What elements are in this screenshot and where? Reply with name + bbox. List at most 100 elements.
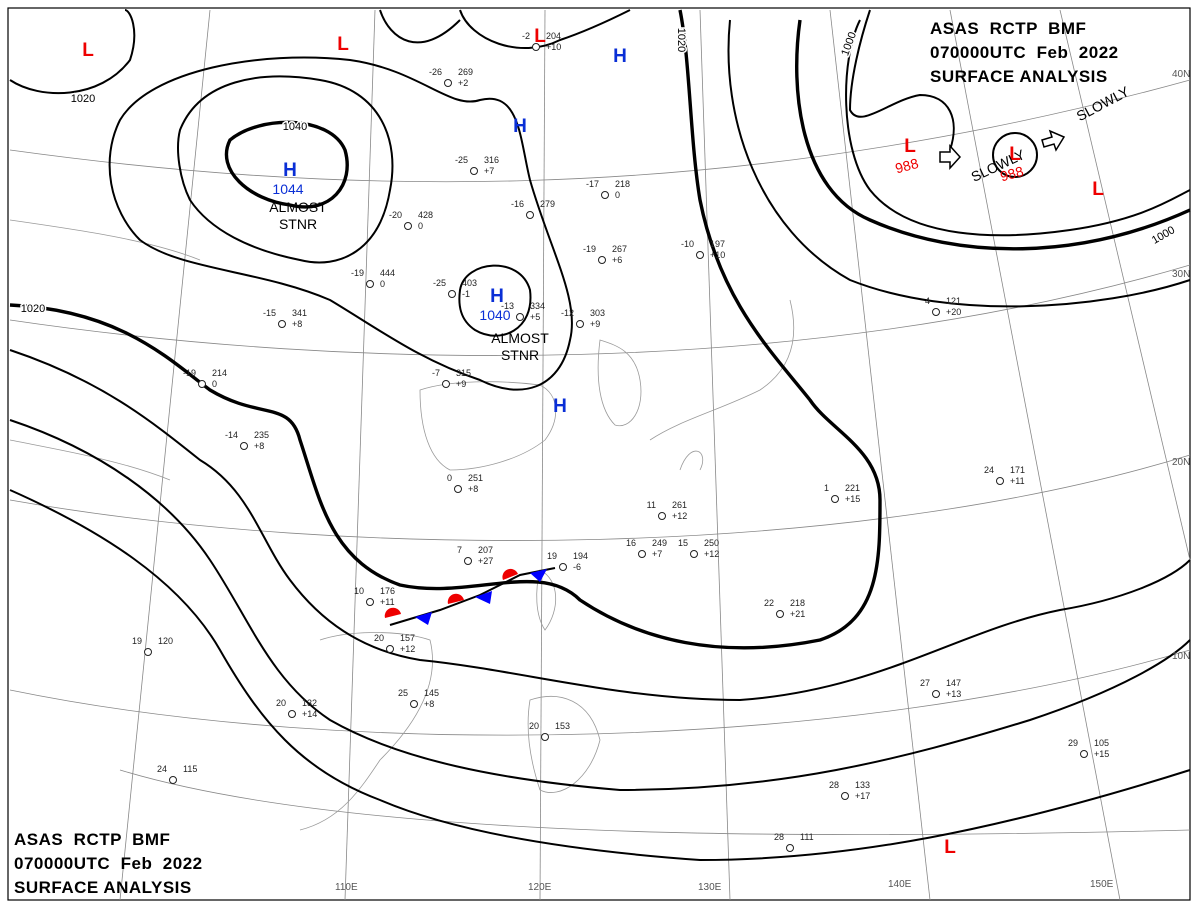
station-temperature: -7 <box>432 368 440 378</box>
station-pressure: 251 <box>468 473 483 483</box>
station-marker <box>658 512 666 520</box>
station-temperature: 0 <box>447 473 452 483</box>
station-tendency: +8 <box>292 319 302 329</box>
station-pressure: 279 <box>540 199 555 209</box>
station-pressure: 428 <box>418 210 433 220</box>
station-tendency: +10 <box>710 250 725 260</box>
annotation: STNR <box>279 216 317 232</box>
longitude-label: 140E <box>888 879 912 890</box>
station-pressure: 194 <box>573 551 588 561</box>
station-marker <box>169 776 177 784</box>
station-temperature: 1 <box>824 483 829 493</box>
station-pressure: 235 <box>254 430 269 440</box>
station-pressure: 105 <box>1094 738 1109 748</box>
low-center: L <box>944 837 956 858</box>
header-line: SURFACE ANALYSIS <box>14 878 192 897</box>
station-marker <box>601 191 609 199</box>
station-marker <box>442 380 450 388</box>
station-tendency: +14 <box>302 709 317 719</box>
station-marker <box>559 563 567 571</box>
station-marker <box>638 550 646 558</box>
station-marker <box>690 550 698 558</box>
station-tendency: +6 <box>612 255 622 265</box>
station-temperature: -20 <box>389 210 402 220</box>
station-pressure: 207 <box>478 545 493 555</box>
station-tendency: +15 <box>845 494 860 504</box>
header-line: ASAS RCTP BMF <box>14 830 170 849</box>
low-center: L <box>904 136 916 157</box>
high-center: H <box>490 286 504 307</box>
station-marker <box>696 251 704 259</box>
longitude-label: 150E <box>1090 879 1114 890</box>
station-tendency: +12 <box>672 511 687 521</box>
station-temperature: -14 <box>225 430 238 440</box>
central-pressure: 1044 <box>272 181 303 197</box>
station-marker <box>454 485 462 493</box>
station-pressure: 115 <box>183 764 197 774</box>
central-pressure: 1040 <box>479 307 510 323</box>
station-pressure: 204 <box>546 31 561 41</box>
latitude-label: 40N <box>1172 69 1190 80</box>
low-center: L <box>82 40 94 61</box>
header-line: ASAS RCTP BMF <box>930 19 1086 38</box>
station-temperature: 4 <box>925 296 930 306</box>
station-marker <box>448 290 456 298</box>
station-temperature: 22 <box>764 598 774 608</box>
low-center: L <box>1009 144 1021 165</box>
station-temperature: -17 <box>586 179 599 189</box>
station-pressure: 269 <box>458 67 473 77</box>
station-tendency: +21 <box>790 609 805 619</box>
station-pressure: 218 <box>615 179 630 189</box>
station-pressure: 145 <box>424 688 439 698</box>
station-marker <box>288 710 296 718</box>
station-marker <box>464 557 472 565</box>
header-line: SURFACE ANALYSIS <box>930 67 1108 86</box>
station-tendency: 0 <box>615 190 620 200</box>
station-temperature: 10 <box>354 586 364 596</box>
station-temperature: 24 <box>157 764 167 774</box>
station-temperature: 25 <box>398 688 408 698</box>
station-pressure: 303 <box>590 308 605 318</box>
annotation: ALMOST <box>491 330 549 346</box>
station-tendency: +8 <box>254 441 264 451</box>
station-marker <box>841 792 849 800</box>
high-center: H <box>613 46 627 67</box>
station-marker <box>776 610 784 618</box>
station-pressure: 315 <box>456 368 471 378</box>
station-marker <box>532 43 540 51</box>
station-marker <box>932 308 940 316</box>
motion-arrows <box>939 129 1066 170</box>
station-temperature: 11 <box>647 500 656 510</box>
station-pressure: 176 <box>380 586 395 596</box>
station-pressure: 133 <box>855 780 870 790</box>
longitude-label: 130E <box>698 882 722 893</box>
station-pressure: 197 <box>710 239 725 249</box>
station-pressure: 153 <box>555 721 570 731</box>
station-marker <box>366 280 374 288</box>
station-marker <box>831 495 839 503</box>
station-temperature: -13 <box>501 301 514 311</box>
station-marker <box>516 313 524 321</box>
station-tendency: -6 <box>573 562 581 572</box>
station-marker <box>366 598 374 606</box>
station-pressure: 267 <box>612 244 627 254</box>
station-temperature: 20 <box>276 698 286 708</box>
station-tendency: 0 <box>418 221 423 231</box>
station-tendency: +12 <box>400 644 415 654</box>
station-pressure: 261 <box>672 500 687 510</box>
station-temperature: 27 <box>920 678 930 688</box>
latitude-label: 10N <box>1172 651 1190 662</box>
station-temperature: -2 <box>522 31 530 41</box>
station-tendency: +11 <box>1010 476 1025 486</box>
station-temperature: 28 <box>774 832 784 842</box>
station-marker <box>541 733 549 741</box>
station-marker <box>198 380 206 388</box>
station-tendency: +8 <box>468 484 478 494</box>
station-marker <box>470 167 478 175</box>
station-temperature: 7 <box>457 545 462 555</box>
station-tendency: +11 <box>380 597 395 607</box>
station-tendency: +13 <box>946 689 961 699</box>
station-pressure: 147 <box>946 678 961 688</box>
station-tendency: +5 <box>530 312 540 322</box>
